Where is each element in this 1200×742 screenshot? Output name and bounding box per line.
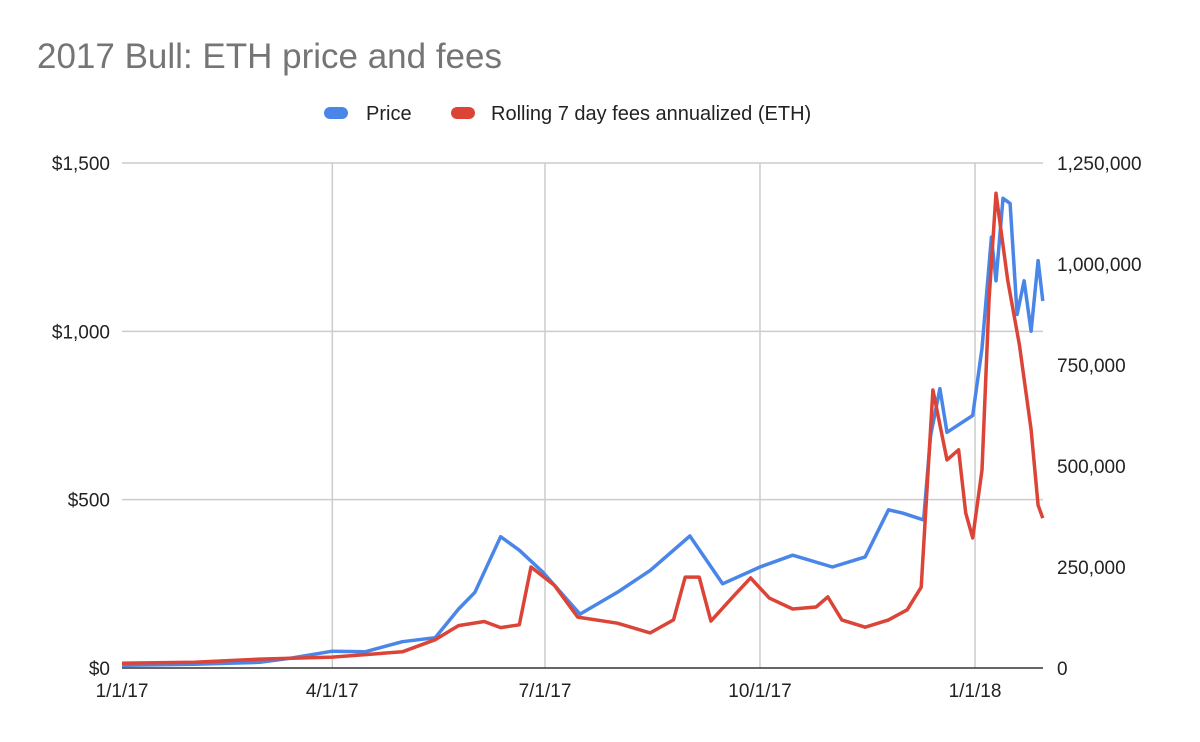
legend-swatch-fees (451, 107, 475, 119)
legend-label-price: Price (366, 103, 412, 125)
x-tick-label: 1/1/17 (96, 681, 149, 702)
series-line-price (121, 196, 1045, 668)
y-right-tick-label: 750,000 (1057, 356, 1126, 377)
y-left-tick-label: $1,500 (52, 154, 110, 175)
legend: Price Rolling 7 day fees annualized (ETH… (324, 103, 811, 125)
y-right-tick-label: 250,000 (1057, 558, 1126, 579)
series-line-fees (121, 191, 1045, 665)
y-left-tick-label: $0 (89, 659, 110, 680)
x-tick-label: 1/1/18 (949, 681, 1002, 702)
legend-label-fees: Rolling 7 day fees annualized (ETH) (491, 103, 811, 125)
y-left-tick-label: $1,000 (52, 322, 110, 343)
x-tick-label: 4/1/17 (306, 681, 359, 702)
y-right-tick-label: 1,250,000 (1057, 154, 1142, 175)
x-tick-label: 10/1/17 (728, 681, 791, 702)
y-right-tick-label: 500,000 (1057, 457, 1126, 478)
legend-swatch-price (324, 107, 348, 119)
y-left-tick-label: $500 (68, 491, 110, 512)
chart-title: 2017 Bull: ETH price and fees (37, 37, 502, 76)
y-right-tick-label: 0 (1057, 659, 1068, 680)
y-right-tick-label: 1,000,000 (1057, 255, 1142, 276)
x-tick-label: 7/1/17 (519, 681, 572, 702)
